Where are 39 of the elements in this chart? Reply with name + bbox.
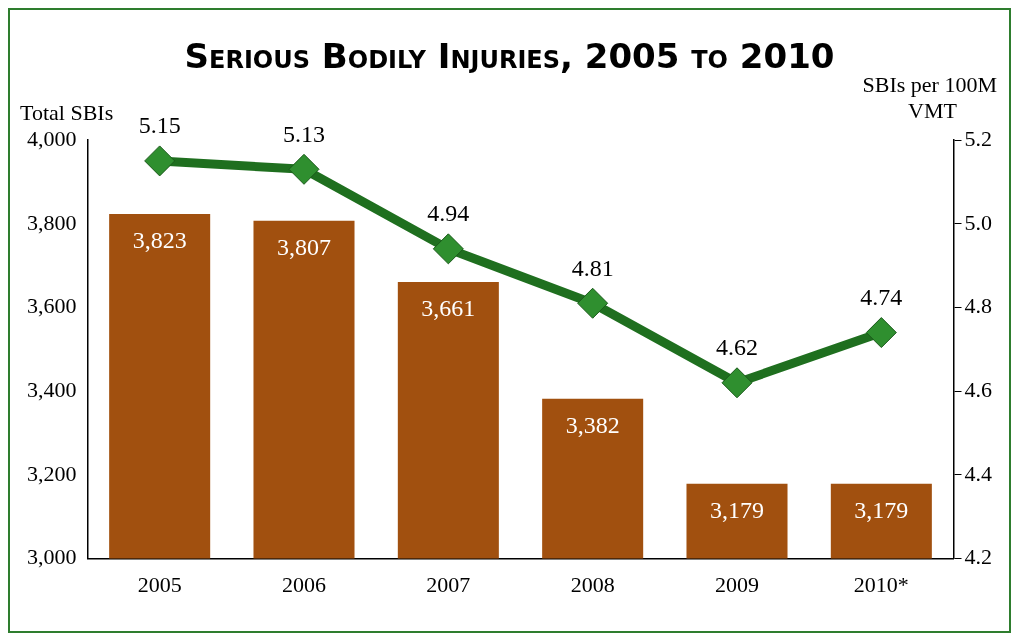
point	[721, 367, 753, 399]
chart-title: Serious Bodily Injuries, 2005 to 2010	[184, 36, 835, 76]
data-label: 4.81	[571, 254, 614, 281]
y2-tick-label: 5.0	[964, 209, 992, 235]
data-label: 5.13	[283, 120, 325, 147]
y-tick-label: 3,000	[27, 544, 77, 570]
x-tick-label: 2006	[282, 571, 326, 597]
y2-tick-label: 5.2	[964, 125, 992, 151]
point	[577, 287, 609, 319]
data-label: 4.94	[427, 200, 470, 227]
data-label: 3,179	[710, 496, 764, 523]
y2-axis-title: SBIs per 100M VMT	[862, 72, 997, 123]
point	[432, 233, 464, 265]
point	[288, 153, 320, 185]
data-label: 4.62	[716, 334, 758, 361]
y-tick-label: 4,000	[27, 125, 77, 151]
data-label: 4.74	[860, 283, 903, 310]
data-label: 5.15	[138, 112, 181, 139]
y2-tick-label: 4.2	[964, 544, 992, 570]
point	[144, 145, 176, 177]
y2-tick-label: 4.6	[964, 376, 992, 402]
data-label: 3,382	[565, 411, 620, 438]
y2-tick-label: 4.4	[964, 460, 992, 486]
y-axis-title: Total SBIs	[20, 100, 114, 125]
y-tick-label: 3,800	[27, 209, 77, 235]
x-tick-label: 2009	[715, 571, 759, 597]
data-label: 3,823	[132, 227, 187, 254]
y-tick-label: 3,200	[27, 460, 77, 486]
y-tick-label: 3,400	[27, 376, 77, 402]
point	[865, 317, 897, 349]
data-label: 3,661	[421, 295, 476, 322]
data-label: 3,179	[854, 496, 909, 523]
y2-tick-label: 4.8	[964, 293, 992, 319]
x-tick-label: 2008	[570, 571, 615, 597]
x-tick-label: 2005	[137, 571, 182, 597]
data-label: 3,807	[277, 234, 331, 261]
x-tick-label: 2010*	[853, 571, 909, 597]
x-tick-label: 2007	[426, 571, 471, 597]
y-tick-label: 3,600	[27, 293, 77, 319]
